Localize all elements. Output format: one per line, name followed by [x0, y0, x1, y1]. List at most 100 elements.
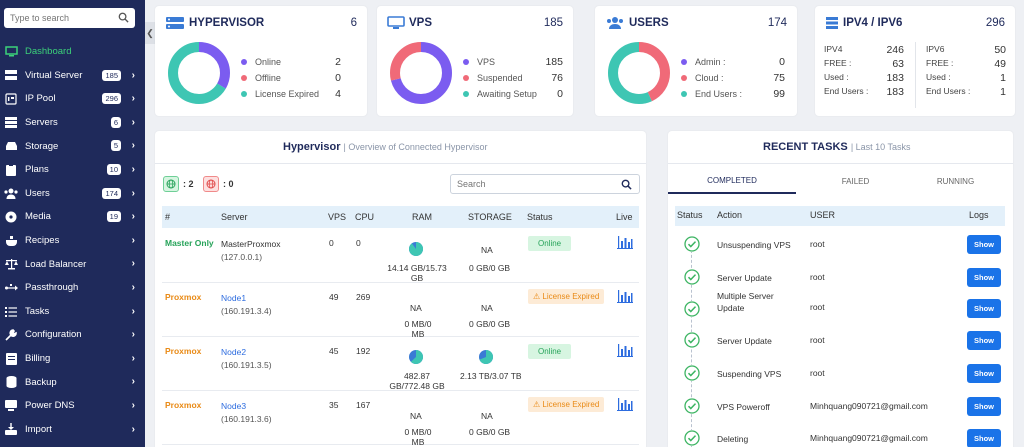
legend-label: VPS: [477, 57, 496, 67]
ip-card-title: IPV4 / IPV6: [843, 17, 903, 29]
ipv4-stats: IPV4 246 FREE : 63 Used : 183 End Users : 183: [824, 44, 904, 100]
live-graph-icon[interactable]: [617, 344, 633, 357]
live-graph-icon[interactable]: [617, 290, 633, 303]
sidebar-item-users[interactable]: Users 174 ›: [0, 182, 145, 206]
server-name-link[interactable]: Node1: [221, 293, 247, 303]
sidebar-item-servers[interactable]: Servers 6 ›: [0, 111, 145, 135]
vps-legend: VPS 185 Suspended 76 Awaiting Setup 0: [463, 54, 563, 102]
vps-summary-card: VPS 185 VPS 185 Suspended 76 Awaiting Setup 0: [377, 6, 573, 116]
hypervisor-search: [450, 174, 640, 194]
sidebar-item-virtual-server[interactable]: Virtual Server 185 ›: [0, 64, 145, 88]
legend-value: 0: [779, 56, 785, 68]
hypervisor-card-title: HYPERVISOR: [189, 17, 265, 29]
column-header: VPS: [328, 212, 347, 222]
sidebar-item-passthrough[interactable]: Passthrough ›: [0, 276, 145, 300]
task-action: Multiple Server Update: [717, 291, 774, 313]
status-badge: ⚠ License Expired: [528, 397, 605, 412]
tasks-tabs: COMPLETED FAILED RUNNING: [668, 168, 1013, 194]
hypervisor-icon: [165, 16, 185, 30]
sidebar-item-plans[interactable]: Plans 10 ›: [0, 158, 145, 182]
legend-dot: [241, 59, 247, 65]
show-logs-button[interactable]: Show: [967, 364, 1001, 383]
task-action: Server Update: [717, 336, 772, 346]
column-header: Action: [717, 210, 743, 220]
sidebar-item-recipes[interactable]: Recipes ›: [0, 229, 145, 253]
sidebar-item-load-balancer[interactable]: Load Balancer ›: [0, 252, 145, 276]
live-graph-icon[interactable]: [617, 398, 633, 411]
ip-divider: [915, 42, 916, 108]
column-header: Server: [221, 212, 248, 222]
column-header: RAM: [412, 212, 432, 222]
vps-count-link[interactable]: 45: [329, 346, 339, 356]
ip-stat-row: Used : 183: [824, 72, 904, 86]
tab-completed[interactable]: COMPLETED: [668, 168, 796, 194]
usb-icon: [4, 281, 18, 295]
column-header: STORAGE: [468, 212, 512, 222]
sidebar-item-configuration[interactable]: Configuration ›: [0, 323, 145, 347]
offline-filter[interactable]: : 0: [203, 176, 234, 192]
legend-value: 99: [773, 88, 785, 100]
hypervisor-table-header: # Server VPS CPU RAM STORAGE Status Live: [162, 206, 639, 228]
server-name-link[interactable]: Node2: [221, 347, 247, 357]
sidebar-search-input[interactable]: [4, 8, 114, 28]
ip-summary-card: IPV4 / IPV6 296 IPV4 246 FREE : 63 Used : 183…: [815, 6, 1015, 116]
storage-usage-pie-icon: [478, 349, 494, 365]
sidebar-item-label: Backup: [25, 376, 57, 388]
tab-running[interactable]: RUNNING: [936, 176, 975, 186]
online-filter[interactable]: : 2: [163, 176, 194, 192]
show-logs-button[interactable]: Show: [967, 268, 1001, 287]
server-name-link[interactable]: MasterProxmox: [221, 239, 281, 249]
vps-icon: [387, 16, 405, 30]
cpu-value: 192: [356, 346, 371, 356]
vps-count-link[interactable]: 35: [329, 400, 339, 410]
chevron-right-icon: ›: [131, 399, 135, 411]
storage-icon: [4, 139, 18, 153]
server-name-link[interactable]: Node3: [221, 401, 247, 411]
sidebar-item-import[interactable]: Import ›: [0, 418, 145, 442]
hypervisor-panel-subtitle: | Overview of Connected Hypervisor: [343, 142, 488, 152]
server-cell: Node2 (160.191.3.5): [221, 346, 272, 372]
ip-stat-label: Used :: [824, 72, 849, 82]
show-logs-button[interactable]: Show: [967, 299, 1001, 318]
search-icon[interactable]: [118, 12, 129, 23]
hypervisor-search-input[interactable]: [451, 175, 611, 193]
ip-stack-icon: [825, 16, 839, 30]
sidebar-nav: Dashboard Virtual Server 185 › IP Pool 296 › Se…: [0, 40, 145, 441]
sidebar-item-ip-pool[interactable]: IP Pool 296 ›: [0, 87, 145, 111]
live-graph-icon[interactable]: [617, 236, 633, 249]
show-logs-button[interactable]: Show: [967, 331, 1001, 350]
wrench-icon: [4, 328, 18, 342]
tab-failed[interactable]: FAILED: [841, 176, 870, 186]
tasks-icon: [4, 304, 18, 318]
ip-stat-row: FREE : 63: [824, 58, 904, 72]
chevron-right-icon: ›: [131, 281, 135, 293]
sidebar-item-label: Configuration: [25, 329, 82, 341]
ram-usage-pie-icon: [408, 241, 424, 257]
sidebar-item-dashboard[interactable]: Dashboard: [0, 40, 145, 64]
hypervisor-summary-card: HYPERVISOR 6 Online 2 Offline 0 License Expi…: [155, 6, 367, 116]
chevron-right-icon: ›: [131, 69, 135, 81]
database-icon: [4, 375, 18, 389]
show-logs-button[interactable]: Show: [967, 397, 1001, 416]
ram-usage-text: 482.87 GB/772.48 GB: [389, 371, 445, 391]
sidebar-item-tasks[interactable]: Tasks ›: [0, 300, 145, 324]
status-badge: Online: [528, 344, 572, 359]
check-circle-icon: [684, 430, 700, 446]
legend-label: End Users :: [695, 89, 743, 99]
chevron-right-icon: ›: [131, 423, 135, 435]
show-logs-button[interactable]: Show: [967, 235, 1001, 254]
ip-stat-label: IPV6: [926, 44, 945, 54]
sidebar-item-billing[interactable]: Billing ›: [0, 347, 145, 371]
search-icon[interactable]: [621, 179, 632, 190]
sidebar-item-power-dns[interactable]: Power DNS ›: [0, 394, 145, 418]
sidebar-item-backup[interactable]: Backup ›: [0, 370, 145, 394]
sidebar-item-media[interactable]: Media 19 ›: [0, 205, 145, 229]
ip-stat-value: 1: [1000, 72, 1006, 84]
vps-count-link[interactable]: 49: [329, 292, 339, 302]
show-logs-button[interactable]: Show: [967, 429, 1001, 447]
hypervisor-count: 6: [350, 17, 357, 29]
collapse-sidebar-button[interactable]: ❮: [145, 22, 155, 44]
vps-count-link[interactable]: 0: [329, 238, 334, 248]
sidebar-item-storage[interactable]: Storage 5 ›: [0, 134, 145, 158]
ip-stat-value: 246: [886, 44, 904, 56]
